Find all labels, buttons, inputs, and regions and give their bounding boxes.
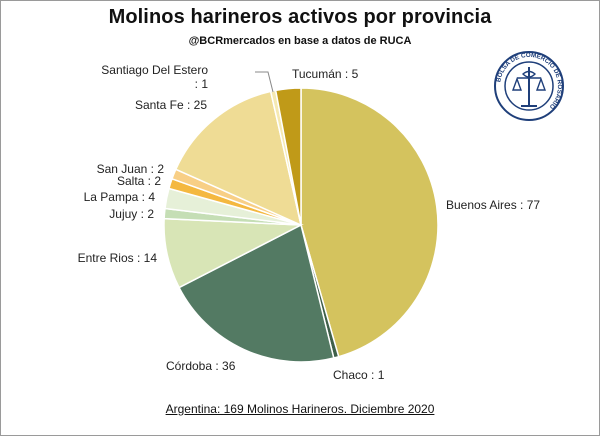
slice-label-santa-fe: Santa Fe : 25 <box>135 98 207 112</box>
slice-label-buenos-aires: Buenos Aires : 77 <box>446 198 540 212</box>
slice-label-chaco: Chaco : 1 <box>333 368 385 382</box>
slice-label-salta: Salta : 2 <box>117 174 161 188</box>
slice-label-santiago-del-estero: Santiago Del Estero: 1 <box>101 63 208 91</box>
slice-label-san-juan: San Juan : 2 <box>97 162 165 176</box>
slice-label-córdoba: Córdoba : 36 <box>166 359 236 373</box>
bcr-seal-logo: BOLSA DE COMERCIO DE ROSARIO <box>494 51 564 121</box>
chart-subtitle: @BCRmercados en base a datos de RUCA <box>188 35 412 47</box>
pie-slice-buenos-aires <box>300 87 439 358</box>
pie-slice-tucumán <box>274 87 302 226</box>
slice-label-la-pampa: La Pampa : 4 <box>84 190 156 204</box>
slice-label-tucumán: Tucumán : 5 <box>292 67 359 81</box>
leader-line <box>255 71 274 93</box>
slice-label-jujuy: Jujuy : 2 <box>109 207 154 221</box>
chart-footnote: Argentina: 169 Molinos Harineros. Diciem… <box>165 402 435 416</box>
slice-label-entre-rios: Entre Rios : 14 <box>78 251 158 265</box>
chart-title: Molinos harineros activos por provincia <box>108 6 492 28</box>
pie-slice-santa-fe <box>174 90 303 227</box>
pie-slice-córdoba <box>178 223 335 363</box>
